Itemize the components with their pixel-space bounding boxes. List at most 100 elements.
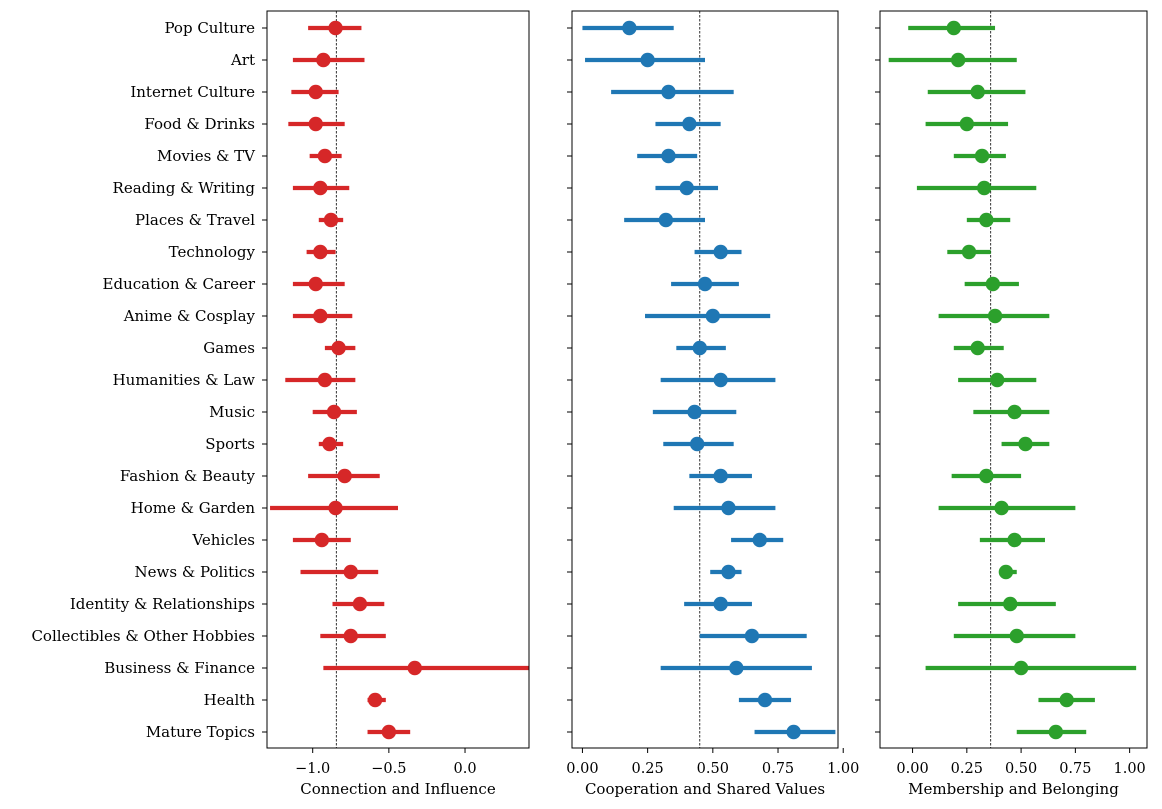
data-point: [1048, 724, 1064, 740]
data-point: [367, 692, 383, 708]
x-tick-label: −1.0: [295, 761, 330, 777]
category-label: Sports: [205, 435, 255, 453]
data-point: [689, 436, 705, 452]
data-point: [317, 148, 333, 164]
data-point: [1059, 692, 1074, 708]
data-point: [337, 468, 352, 484]
data-point: [317, 372, 333, 388]
category-label: Business & Finance: [104, 659, 255, 677]
data-point: [661, 84, 676, 100]
data-point: [1009, 628, 1024, 644]
x-tick-label: −0.5: [371, 761, 406, 777]
x-tick-label: 1.00: [1113, 761, 1145, 777]
data-point: [705, 308, 721, 324]
data-point: [959, 116, 975, 132]
data-point: [316, 52, 331, 68]
chart-panels: Pop Culture Art Internet Culture Food & Dri…: [31, 10, 1148, 798]
data-point: [744, 628, 760, 644]
category-label: Humanities & Law: [113, 371, 256, 389]
data-point: [752, 532, 767, 548]
data-point: [381, 724, 397, 740]
data-point: [713, 244, 728, 260]
axes-frame: [879, 10, 1148, 749]
data-point: [970, 84, 985, 100]
data-point: [343, 628, 358, 644]
data-point: [328, 500, 343, 516]
data-point: [679, 180, 694, 196]
x-tick-label: 0.50: [1005, 761, 1037, 777]
data-point: [786, 724, 801, 740]
data-point: [713, 468, 728, 484]
data-point: [622, 20, 637, 36]
category-label: Reading & Writing: [113, 179, 256, 197]
data-point: [1007, 532, 1022, 548]
x-axis-title: Cooperation and Shared Values: [585, 780, 825, 798]
data-point: [757, 692, 773, 708]
x-axis-title: Membership and Belonging: [908, 780, 1119, 798]
data-point: [1018, 436, 1033, 452]
category-label: Fashion & Beauty: [120, 467, 256, 485]
category-label: Collectibles & Other Hobbies: [31, 627, 255, 645]
x-tick-label: 0.00: [896, 761, 928, 777]
data-point: [994, 500, 1009, 516]
x-tick-label: 0.25: [631, 761, 663, 777]
x-axis-title: Connection and Influence: [300, 780, 496, 798]
data-point: [323, 212, 339, 228]
data-point: [640, 52, 655, 68]
x-tick-label: 0.25: [951, 761, 983, 777]
x-tick-label: 0.00: [566, 761, 598, 777]
data-point: [987, 308, 1003, 324]
data-point: [661, 148, 676, 164]
category-label: News & Politics: [135, 563, 255, 581]
data-point: [331, 340, 346, 356]
x-tick-label: 0.50: [697, 761, 729, 777]
category-label: Anime & Cosplay: [123, 307, 256, 325]
category-label: Mature Topics: [146, 723, 255, 741]
category-label: Food & Drinks: [144, 115, 255, 133]
data-point: [1003, 596, 1018, 612]
axes-frame: [571, 10, 839, 749]
category-label: Internet Culture: [130, 83, 255, 101]
data-point: [697, 276, 713, 292]
data-point: [658, 212, 674, 228]
data-point: [407, 660, 422, 676]
data-point: [946, 20, 962, 36]
data-point: [713, 596, 728, 612]
category-label: Games: [203, 339, 255, 357]
data-point: [721, 500, 736, 516]
category-label: Places & Travel: [135, 211, 255, 229]
category-label: Health: [204, 691, 256, 709]
data-point: [974, 148, 990, 164]
data-point: [328, 20, 343, 36]
data-point: [692, 340, 707, 356]
x-tick-label: 1.00: [827, 761, 859, 777]
data-point: [1007, 404, 1022, 420]
category-label: Home & Garden: [131, 499, 256, 517]
data-point: [1013, 660, 1029, 676]
x-tick-label: 0.75: [762, 761, 794, 777]
category-label: Music: [209, 403, 255, 421]
data-point: [713, 372, 728, 388]
data-point: [313, 244, 328, 260]
category-label: Identity & Relationships: [70, 595, 255, 613]
data-point: [326, 404, 342, 420]
data-point: [682, 116, 697, 132]
data-point: [352, 596, 368, 612]
data-point: [976, 180, 992, 196]
data-point: [343, 564, 358, 580]
category-label: Pop Culture: [164, 19, 255, 37]
data-point: [979, 468, 994, 484]
category-label: Art: [230, 51, 255, 69]
data-point: [998, 564, 1014, 580]
data-point: [313, 308, 328, 324]
panel-3: 0.00 0.25 0.50 0.75 1.00 Membership and Belon…: [875, 10, 1148, 798]
category-label: Education & Career: [103, 275, 256, 293]
data-point: [990, 372, 1005, 388]
data-point: [950, 52, 966, 68]
data-point: [322, 436, 337, 452]
data-point: [985, 276, 1001, 292]
panel-1: −1.0 −0.5 0.0 Connection and Influence: [262, 10, 530, 798]
category-label: Technology: [169, 243, 256, 261]
